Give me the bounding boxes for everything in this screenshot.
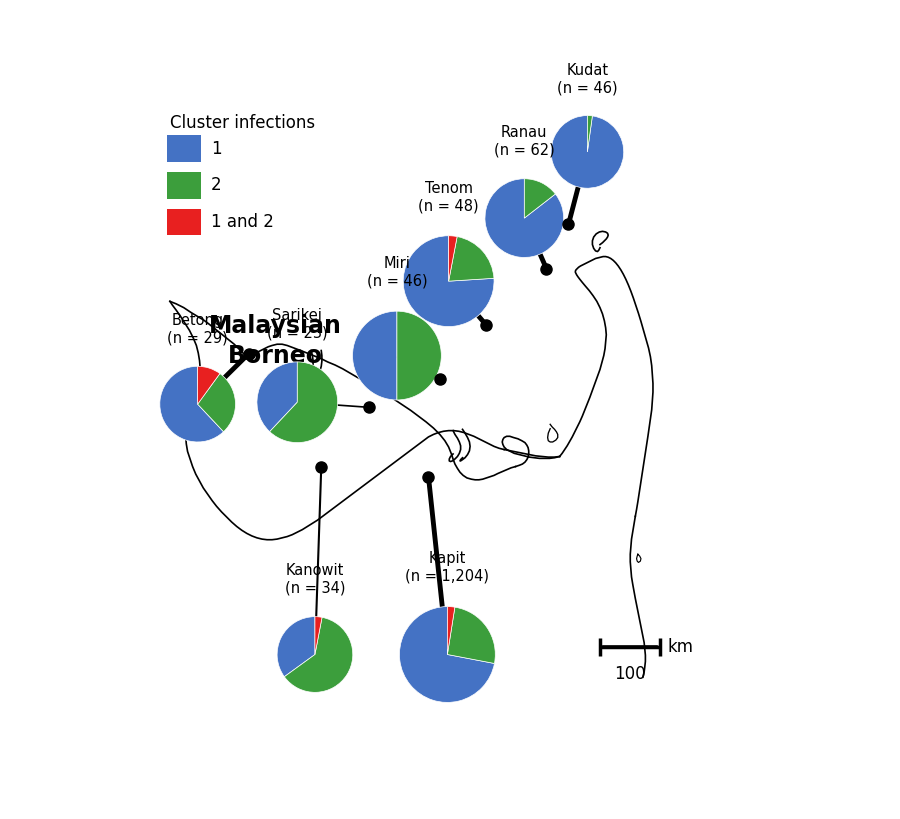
Text: Kudat
(n = 46): Kudat (n = 46) (557, 63, 617, 95)
Text: 1 and 2: 1 and 2 (211, 213, 274, 231)
Text: 100: 100 (614, 664, 646, 682)
FancyBboxPatch shape (166, 209, 202, 235)
Text: Malaysian
Borneo: Malaysian Borneo (209, 314, 342, 368)
Text: Miri
(n = 46): Miri (n = 46) (366, 256, 427, 289)
Text: Tenom
(n = 48): Tenom (n = 48) (418, 181, 479, 213)
Text: Ranau
(n = 62): Ranau (n = 62) (494, 125, 554, 157)
Text: 2: 2 (211, 176, 221, 194)
Text: Kapit
(n = 1,204): Kapit (n = 1,204) (405, 551, 490, 583)
Text: Cluster infections: Cluster infections (170, 114, 315, 132)
Text: km: km (668, 638, 694, 656)
FancyBboxPatch shape (166, 135, 202, 162)
Text: Sarikei
(n = 23): Sarikei (n = 23) (267, 308, 328, 341)
Text: Betong
(n = 29): Betong (n = 29) (167, 313, 228, 346)
FancyBboxPatch shape (166, 172, 202, 198)
Text: 1: 1 (211, 140, 221, 158)
Text: Kanowit
(n = 34): Kanowit (n = 34) (284, 563, 346, 596)
